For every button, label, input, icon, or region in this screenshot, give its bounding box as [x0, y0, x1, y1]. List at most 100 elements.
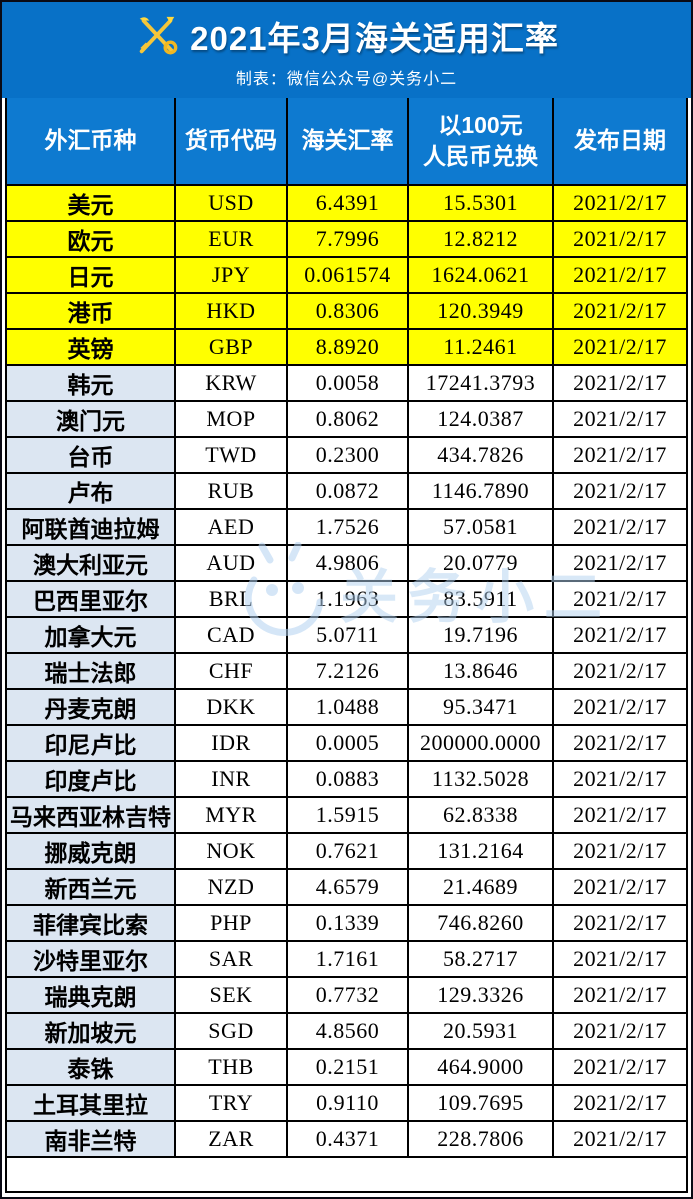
cell-customs-rate: 8.8920	[286, 328, 409, 366]
cell-publish-date: 2021/2/17	[552, 472, 686, 510]
cell-currency-name: 瑞士法郎	[7, 652, 176, 690]
cell-publish-date: 2021/2/17	[552, 508, 686, 546]
table-row: 瑞典克朗 SEK 0.7732 129.3326 2021/2/17	[7, 976, 686, 1014]
cell-currency-code: AUD	[174, 544, 288, 582]
cell-customs-rate: 1.7526	[286, 508, 409, 546]
cell-customs-rate: 1.1963	[286, 580, 409, 618]
cell-currency-code: GBP	[174, 328, 288, 366]
table-row: 韩元 KRW 0.0058 17241.3793 2021/2/17	[7, 364, 686, 402]
cell-per-100-rmb: 17241.3793	[407, 364, 554, 402]
col-header-per100: 以100元 人民币兑换	[407, 98, 554, 186]
cell-customs-rate: 0.7732	[286, 976, 409, 1014]
table-row: 阿联酋迪拉姆 AED 1.7526 57.0581 2021/2/17	[7, 508, 686, 546]
cell-per-100-rmb: 19.7196	[407, 616, 554, 654]
cell-currency-code: SEK	[174, 976, 288, 1014]
cell-currency-name: 新西兰元	[7, 868, 176, 906]
cell-currency-name: 印尼卢比	[7, 724, 176, 762]
cell-publish-date: 2021/2/17	[552, 940, 686, 978]
cell-currency-name: 卢布	[7, 472, 176, 510]
cell-currency-code: BRL	[174, 580, 288, 618]
cell-per-100-rmb: 57.0581	[407, 508, 554, 546]
cell-per-100-rmb: 11.2461	[407, 328, 554, 366]
cell-customs-rate: 0.061574	[286, 256, 409, 294]
cell-per-100-rmb: 58.2717	[407, 940, 554, 978]
cell-currency-name: 台币	[7, 436, 176, 474]
cell-publish-date: 2021/2/17	[552, 652, 686, 690]
cell-customs-rate: 7.7996	[286, 220, 409, 258]
cell-currency-name: 南非兰特	[7, 1120, 176, 1158]
cell-currency-code: EUR	[174, 220, 288, 258]
cell-currency-code: USD	[174, 184, 288, 222]
cell-publish-date: 2021/2/17	[552, 436, 686, 474]
cell-per-100-rmb: 21.4689	[407, 868, 554, 906]
cell-publish-date: 2021/2/17	[552, 220, 686, 258]
cell-currency-code: SGD	[174, 1012, 288, 1050]
table-row: 马来西亚林吉特 MYR 1.5915 62.8338 2021/2/17	[7, 796, 686, 834]
cell-currency-code: TRY	[174, 1084, 288, 1122]
cell-publish-date: 2021/2/17	[552, 580, 686, 618]
cell-currency-name: 加拿大元	[7, 616, 176, 654]
cell-publish-date: 2021/2/17	[552, 328, 686, 366]
cell-publish-date: 2021/2/17	[552, 760, 686, 798]
cell-per-100-rmb: 434.7826	[407, 436, 554, 474]
cell-currency-code: JPY	[174, 256, 288, 294]
cell-per-100-rmb: 1132.5028	[407, 760, 554, 798]
cell-currency-name: 马来西亚林吉特	[7, 796, 176, 834]
cell-customs-rate: 0.0005	[286, 724, 409, 762]
cell-publish-date: 2021/2/17	[552, 868, 686, 906]
cell-publish-date: 2021/2/17	[552, 184, 686, 222]
cell-per-100-rmb: 20.0779	[407, 544, 554, 582]
cell-currency-code: HKD	[174, 292, 288, 330]
customs-emblem-icon	[139, 16, 178, 54]
cell-per-100-rmb: 124.0387	[407, 400, 554, 438]
cell-currency-code: INR	[174, 760, 288, 798]
cell-publish-date: 2021/2/17	[552, 544, 686, 582]
table-row: 新加坡元 SGD 4.8560 20.5931 2021/2/17	[7, 1012, 686, 1050]
cell-customs-rate: 4.6579	[286, 868, 409, 906]
cell-publish-date: 2021/2/17	[552, 364, 686, 402]
cell-currency-code: TWD	[174, 436, 288, 474]
table-row: 巴西里亚尔 BRL 1.1963 83.5911 2021/2/17	[7, 580, 686, 618]
table-row: 挪威克朗 NOK 0.7621 131.2164 2021/2/17	[7, 832, 686, 870]
cell-currency-code: PHP	[174, 904, 288, 942]
cell-currency-name: 印度卢比	[7, 760, 176, 798]
table-row: 英镑 GBP 8.8920 11.2461 2021/2/17	[7, 328, 686, 366]
cell-currency-code: CAD	[174, 616, 288, 654]
cell-currency-name: 英镑	[7, 328, 176, 366]
cell-customs-rate: 0.1339	[286, 904, 409, 942]
cell-customs-rate: 0.7621	[286, 832, 409, 870]
table-row: 港币 HKD 0.8306 120.3949 2021/2/17	[7, 292, 686, 330]
cell-customs-rate: 0.9110	[286, 1084, 409, 1122]
cell-publish-date: 2021/2/17	[552, 616, 686, 654]
cell-currency-name: 土耳其里拉	[7, 1084, 176, 1122]
cell-per-100-rmb: 464.9000	[407, 1048, 554, 1086]
cell-currency-code: CHF	[174, 652, 288, 690]
cell-publish-date: 2021/2/17	[552, 1120, 686, 1158]
cell-per-100-rmb: 200000.0000	[407, 724, 554, 762]
cell-currency-name: 美元	[7, 184, 176, 222]
cell-currency-code: MOP	[174, 400, 288, 438]
cell-currency-name: 挪威克朗	[7, 832, 176, 870]
table-row: 南非兰特 ZAR 0.4371 228.7806 2021/2/17	[7, 1120, 686, 1158]
cell-currency-name: 阿联酋迪拉姆	[7, 508, 176, 546]
cell-currency-name: 澳门元	[7, 400, 176, 438]
cell-per-100-rmb: 15.5301	[407, 184, 554, 222]
table-row: 菲律宾比索 PHP 0.1339 746.8260 2021/2/17	[7, 904, 686, 942]
cell-publish-date: 2021/2/17	[552, 832, 686, 870]
cell-currency-name: 韩元	[7, 364, 176, 402]
table-row: 丹麦克朗 DKK 1.0488 95.3471 2021/2/17	[7, 688, 686, 726]
cell-currency-code: KRW	[174, 364, 288, 402]
cell-customs-rate: 4.9806	[286, 544, 409, 582]
cell-currency-name: 欧元	[7, 220, 176, 258]
page-subtitle: 制表：微信公众号@关务小二	[235, 70, 458, 88]
cell-currency-name: 丹麦克朗	[7, 688, 176, 726]
cell-currency-name: 澳大利亚元	[7, 544, 176, 582]
cell-per-100-rmb: 95.3471	[407, 688, 554, 726]
cell-currency-code: DKK	[174, 688, 288, 726]
cell-customs-rate: 4.8560	[286, 1012, 409, 1050]
table-row: 泰铢 THB 0.2151 464.9000 2021/2/17	[7, 1048, 686, 1086]
cell-currency-name: 泰铢	[7, 1048, 176, 1086]
cell-currency-code: SAR	[174, 940, 288, 978]
cell-customs-rate: 7.2126	[286, 652, 409, 690]
cell-customs-rate: 0.2300	[286, 436, 409, 474]
